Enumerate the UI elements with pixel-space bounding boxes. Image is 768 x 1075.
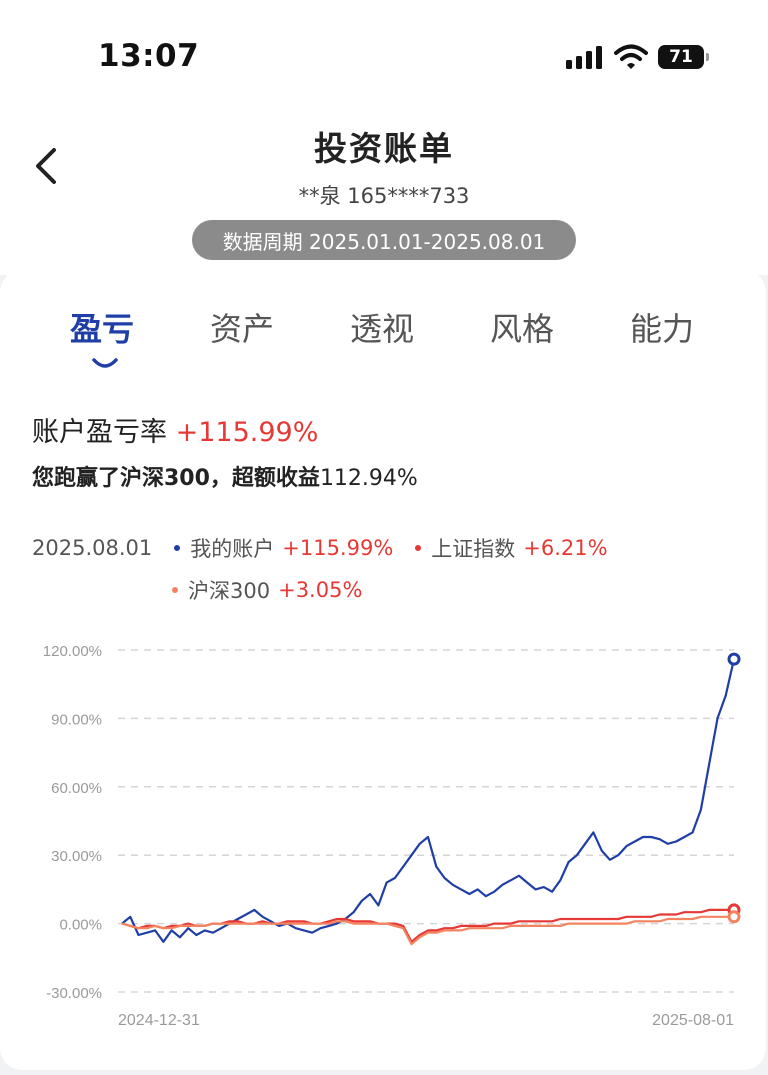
active-tab-indicator xyxy=(92,358,118,368)
tab-ability[interactable]: 能力 xyxy=(629,310,694,348)
summary-text: 您跑赢了沪深300，超额收益 xyxy=(32,466,320,491)
legend-value-csi300: +3.05% xyxy=(278,578,363,602)
legend-value-sse: +6.21% xyxy=(523,536,608,560)
status-icons: 71 xyxy=(566,44,709,70)
back-arrow-icon[interactable] xyxy=(34,146,58,186)
summary-value: 112.94% xyxy=(319,466,418,491)
chart-legend-row-1: 2025.08.01 我的账户 +115.99% 上证指数 +6.21% xyxy=(32,533,608,563)
legend-dot-csi300 xyxy=(172,587,178,593)
legend-dot-account xyxy=(174,545,181,551)
excess-return-summary: 您跑赢了沪深300，超额收益112.94% xyxy=(32,460,418,492)
y-tick-label: 30.00% xyxy=(51,848,102,865)
data-period-badge: 数据周期 2025.01.01-2025.08.01 xyxy=(192,220,576,260)
legend-name-account: 我的账户 xyxy=(190,537,275,561)
profit-rate: 账户盈亏率 +115.99% xyxy=(32,410,318,449)
y-tick-label: 90.00% xyxy=(51,711,102,728)
page-header: 投资账单 **泉 165****733 数据周期 2025.01.01-2025… xyxy=(0,110,768,275)
y-tick-label: 60.00% xyxy=(51,780,102,797)
legend-dot-sse xyxy=(415,545,422,551)
tab-profit-loss[interactable]: 盈亏 xyxy=(69,310,134,348)
battery-icon: 71 xyxy=(658,45,709,69)
page-title: 投资账单 xyxy=(314,129,454,168)
series-line-1 xyxy=(121,908,734,943)
tab-assets[interactable]: 资产 xyxy=(209,310,274,348)
status-bar: 13:07 71 xyxy=(0,0,768,110)
chart-legend-row-2: 沪深300 +3.05% xyxy=(164,575,362,605)
status-time: 13:07 xyxy=(98,38,200,74)
legend-date: 2025.08.01 xyxy=(32,536,153,560)
x-start-label: 2024-12-31 xyxy=(118,1012,200,1029)
legend-name-sse: 上证指数 xyxy=(431,537,516,561)
y-tick-label: 120.00% xyxy=(43,643,102,660)
wifi-icon xyxy=(614,44,648,69)
tab-bar: 盈亏 资产 透视 风格 能力 xyxy=(0,296,766,368)
legend-value-account: +115.99% xyxy=(282,536,394,560)
tab-style[interactable]: 风格 xyxy=(489,310,554,348)
signal-icon xyxy=(566,46,602,69)
series-line-0 xyxy=(121,658,736,943)
legend-name-csi300: 沪深300 xyxy=(188,579,271,603)
profit-rate-value: +115.99% xyxy=(175,417,319,448)
y-tick-label: 0.00% xyxy=(59,917,102,934)
y-tick-label: -30.00% xyxy=(46,985,102,1002)
return-chart: 120.00% 90.00% 60.00% 30.00% 0.00% -30.00% 202… xyxy=(43,643,741,1029)
profit-rate-label: 账户盈亏率 xyxy=(32,417,167,448)
content-card: 盈亏 资产 透视 风格 能力 账户盈亏率 +115.99% 您跑赢了沪深300，… xyxy=(0,270,766,1070)
series-end-marker-0 xyxy=(727,652,741,666)
series-line-2 xyxy=(121,915,734,946)
series-end-marker-2 xyxy=(727,910,741,924)
account-id: **泉 165****733 xyxy=(298,184,470,208)
x-end-label: 2025-08-01 xyxy=(652,1012,734,1029)
tab-perspective[interactable]: 透视 xyxy=(349,310,414,348)
